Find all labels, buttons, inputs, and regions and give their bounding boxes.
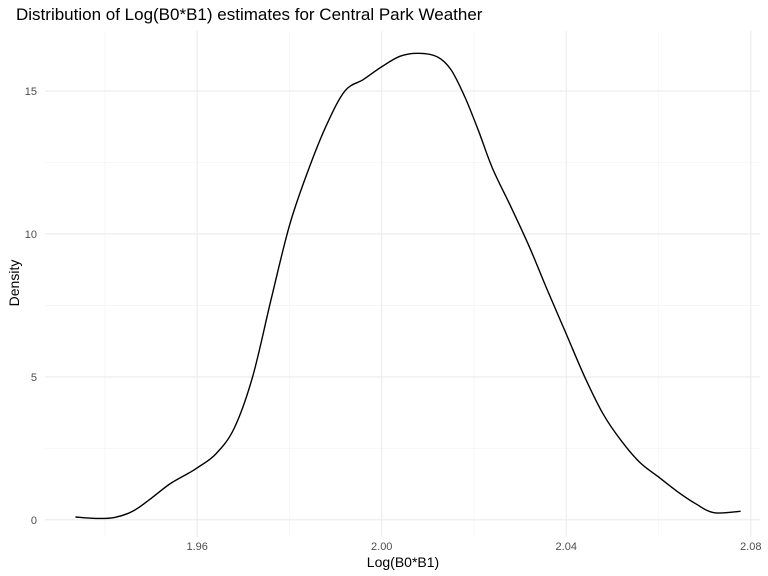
x-tick-label: 1.96 <box>187 541 208 553</box>
y-tick-label: 10 <box>25 229 37 241</box>
chart-title: Distribution of Log(B0*B1) estimates for… <box>16 5 483 24</box>
y-axis-label: Density <box>6 260 22 307</box>
tick-labels: 1.96 2.00 2.04 2.08 0 5 10 15 <box>25 86 762 553</box>
y-tick-label: 0 <box>31 515 37 527</box>
grid-lines <box>45 31 760 537</box>
x-tick-label: 2.04 <box>556 541 577 553</box>
x-axis-label: Log(B0*B1) <box>367 554 439 570</box>
x-tick-label: 2.00 <box>371 541 392 553</box>
y-tick-label: 15 <box>25 86 37 98</box>
x-tick-label: 2.08 <box>740 541 761 553</box>
y-tick-label: 5 <box>31 372 37 384</box>
density-line <box>75 52 741 520</box>
